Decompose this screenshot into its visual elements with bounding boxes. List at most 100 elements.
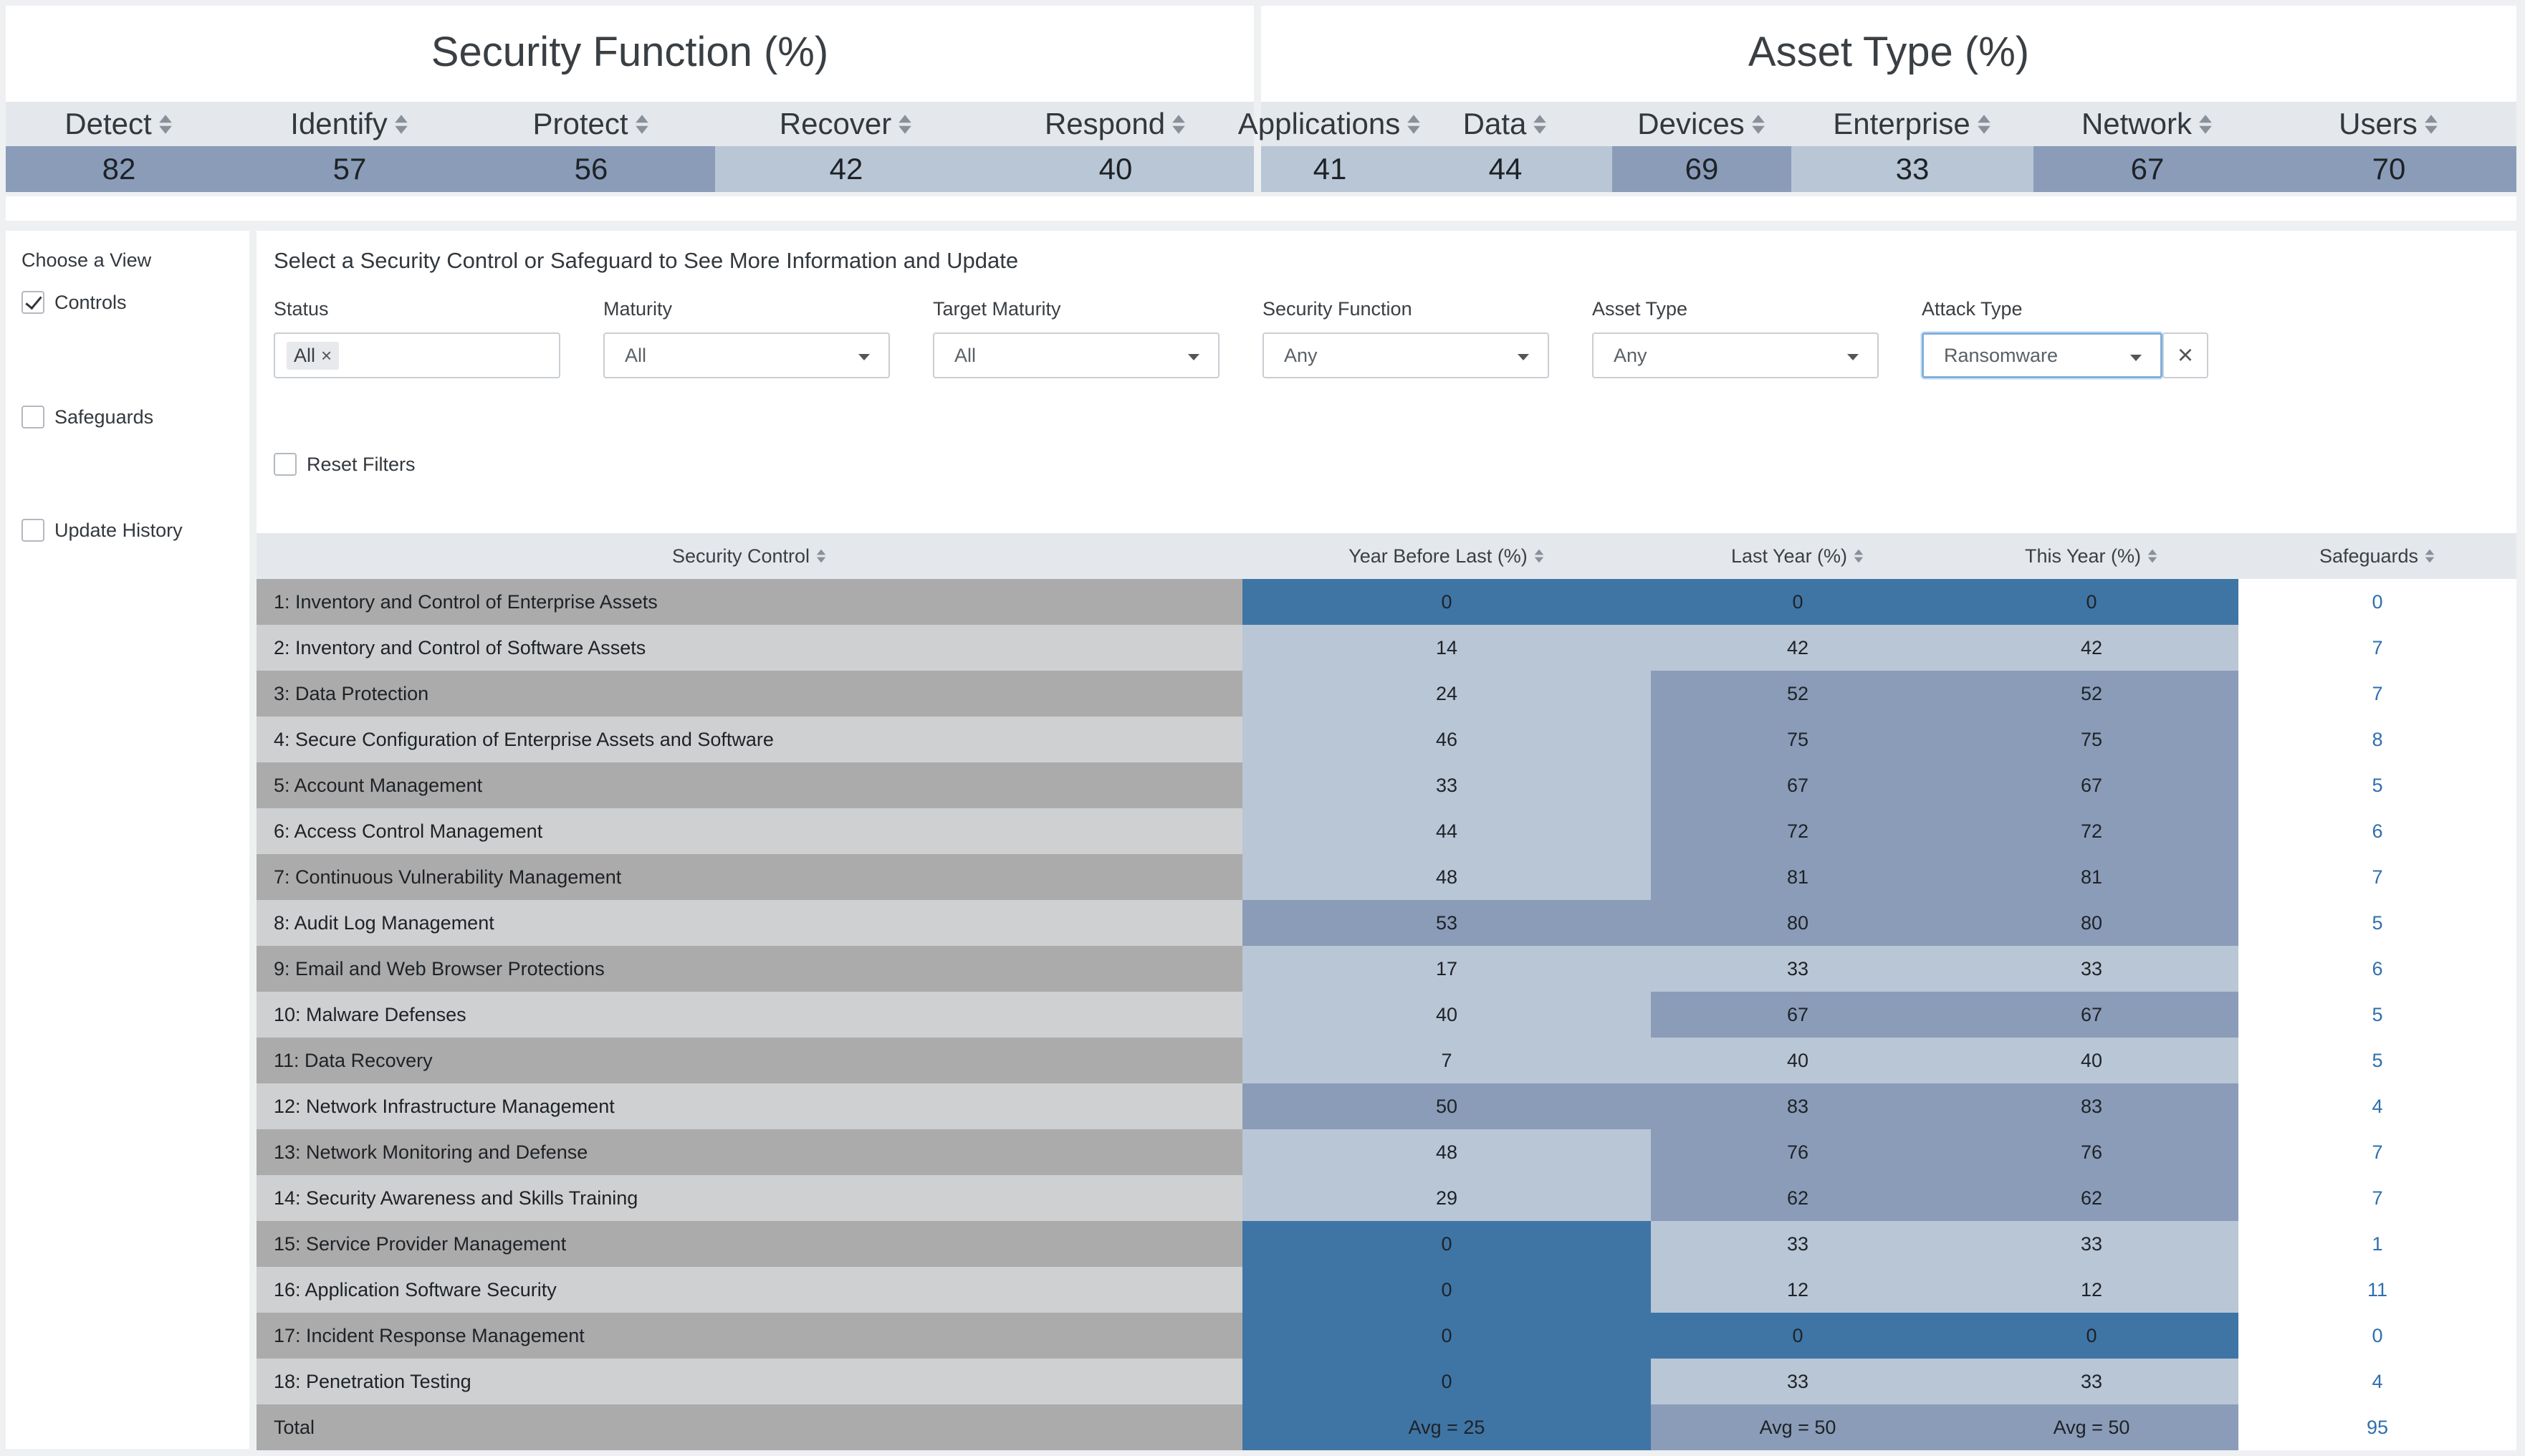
column-header-4[interactable]: Safeguards bbox=[2238, 533, 2516, 579]
sort-icon[interactable] bbox=[1171, 113, 1187, 135]
last-year-cell[interactable]: 75 bbox=[1651, 717, 1945, 762]
table-row[interactable]: 3: Data Protection 24 52 52 7 bbox=[257, 671, 2516, 717]
security-function-header-protect[interactable]: Protect bbox=[467, 102, 715, 146]
column-header-0[interactable]: Security Control bbox=[257, 533, 1242, 579]
asset-type-header-applications[interactable]: Applications bbox=[1238, 102, 1421, 146]
year-before-last-cell[interactable]: 44 bbox=[1242, 808, 1651, 854]
asset-type-header-enterprise[interactable]: Enterprise bbox=[1791, 102, 2033, 146]
this-year-cell[interactable]: 33 bbox=[1945, 1221, 2238, 1267]
last-year-cell[interactable]: 80 bbox=[1651, 900, 1945, 946]
asset-type-value-data[interactable]: 44 bbox=[1399, 146, 1612, 192]
table-row[interactable]: 14: Security Awareness and Skills Traini… bbox=[257, 1175, 2516, 1221]
table-row[interactable]: 9: Email and Web Browser Protections 17 33… bbox=[257, 946, 2516, 992]
last-year-cell[interactable]: 81 bbox=[1651, 854, 1945, 900]
control-name-cell[interactable]: 9: Email and Web Browser Protections bbox=[257, 946, 1242, 992]
sort-icon[interactable] bbox=[1406, 113, 1422, 135]
asset-type-value-enterprise[interactable]: 33 bbox=[1791, 146, 2033, 192]
sort-icon[interactable] bbox=[1853, 548, 1864, 564]
table-row[interactable]: 1: Inventory and Control of Enterprise A… bbox=[257, 579, 2516, 625]
last-year-cell[interactable]: 33 bbox=[1651, 946, 1945, 992]
control-name-cell[interactable]: 3: Data Protection bbox=[257, 671, 1242, 717]
chip-remove-icon[interactable]: × bbox=[321, 344, 332, 366]
control-name-cell[interactable]: 14: Security Awareness and Skills Traini… bbox=[257, 1175, 1242, 1221]
year-before-last-cell[interactable]: 46 bbox=[1242, 717, 1651, 762]
last-year-cell[interactable]: 12 bbox=[1651, 1267, 1945, 1313]
year-before-last-cell[interactable]: 7 bbox=[1242, 1038, 1651, 1083]
status-filter[interactable]: All × bbox=[274, 332, 560, 378]
this-year-cell[interactable]: 0 bbox=[1945, 579, 2238, 625]
security-function-header-detect[interactable]: Detect bbox=[6, 102, 232, 146]
table-row[interactable]: 10: Malware Defenses 40 67 67 5 bbox=[257, 992, 2516, 1038]
table-row[interactable]: 12: Network Infrastructure Management 50 8… bbox=[257, 1083, 2516, 1129]
control-name-cell[interactable]: 4: Secure Configuration of Enterprise As… bbox=[257, 717, 1242, 762]
safeguards-link[interactable]: 6 bbox=[2238, 808, 2516, 854]
view-option-controls[interactable]: Controls bbox=[21, 291, 127, 314]
control-name-cell[interactable]: 12: Network Infrastructure Management bbox=[257, 1083, 1242, 1129]
sort-icon[interactable] bbox=[2198, 113, 2213, 135]
table-row[interactable]: 4: Secure Configuration of Enterprise As… bbox=[257, 717, 2516, 762]
security-function-value-protect[interactable]: 56 bbox=[467, 146, 715, 192]
table-row[interactable]: 17: Incident Response Management 0 0 0 0 bbox=[257, 1313, 2516, 1359]
year-before-last-cell[interactable]: Avg = 25 bbox=[1242, 1404, 1651, 1450]
table-row[interactable]: 16: Application Software Security 0 12 12 11 bbox=[257, 1267, 2516, 1313]
this-year-cell[interactable]: 33 bbox=[1945, 946, 2238, 992]
view-option-safeguards[interactable]: Safeguards bbox=[21, 406, 153, 428]
last-year-cell[interactable]: 0 bbox=[1651, 579, 1945, 625]
column-header-3[interactable]: This Year (%) bbox=[1945, 533, 2238, 579]
safeguards-link[interactable]: 5 bbox=[2238, 762, 2516, 808]
sort-icon[interactable] bbox=[897, 113, 913, 135]
reset-filters[interactable]: Reset Filters bbox=[274, 453, 416, 476]
last-year-cell[interactable]: 72 bbox=[1651, 808, 1945, 854]
control-name-cell[interactable]: 5: Account Management bbox=[257, 762, 1242, 808]
asset-type-value-applications[interactable]: 41 bbox=[1261, 146, 1399, 192]
table-row[interactable]: 18: Penetration Testing 0 33 33 4 bbox=[257, 1359, 2516, 1404]
this-year-cell[interactable]: 42 bbox=[1945, 625, 2238, 671]
table-row[interactable]: 5: Account Management 33 67 67 5 bbox=[257, 762, 2516, 808]
sort-icon[interactable] bbox=[2147, 548, 2158, 564]
year-before-last-cell[interactable]: 50 bbox=[1242, 1083, 1651, 1129]
safeguards-link[interactable]: 7 bbox=[2238, 625, 2516, 671]
security-function-header-respond[interactable]: Respond bbox=[977, 102, 1254, 146]
safeguards-link[interactable]: 1 bbox=[2238, 1221, 2516, 1267]
target-maturity-select[interactable]: All bbox=[933, 332, 1220, 378]
table-row[interactable]: 15: Service Provider Management 0 33 33 1 bbox=[257, 1221, 2516, 1267]
this-year-cell[interactable]: 80 bbox=[1945, 900, 2238, 946]
security-function-value-recover[interactable]: 42 bbox=[715, 146, 977, 192]
sort-icon[interactable] bbox=[1533, 548, 1545, 564]
table-row[interactable]: 8: Audit Log Management 53 80 80 5 bbox=[257, 900, 2516, 946]
year-before-last-cell[interactable]: 0 bbox=[1242, 1313, 1651, 1359]
table-row[interactable]: 7: Continuous Vulnerability Management 48… bbox=[257, 854, 2516, 900]
last-year-cell[interactable]: 0 bbox=[1651, 1313, 1945, 1359]
year-before-last-cell[interactable]: 17 bbox=[1242, 946, 1651, 992]
safeguards-link[interactable]: 4 bbox=[2238, 1083, 2516, 1129]
column-header-2[interactable]: Last Year (%) bbox=[1651, 533, 1945, 579]
this-year-cell[interactable]: 40 bbox=[1945, 1038, 2238, 1083]
last-year-cell[interactable]: 67 bbox=[1651, 762, 1945, 808]
safeguards-link[interactable]: 6 bbox=[2238, 946, 2516, 992]
last-year-cell[interactable]: 40 bbox=[1651, 1038, 1945, 1083]
asset-type-value-devices[interactable]: 69 bbox=[1612, 146, 1791, 192]
last-year-cell[interactable]: 52 bbox=[1651, 671, 1945, 717]
asset-type-header-users[interactable]: Users bbox=[2261, 102, 2516, 146]
view-option-update-history[interactable]: Update History bbox=[21, 519, 183, 542]
year-before-last-cell[interactable]: 40 bbox=[1242, 992, 1651, 1038]
control-name-cell[interactable]: 2: Inventory and Control of Software Ass… bbox=[257, 625, 1242, 671]
sort-icon[interactable] bbox=[2424, 548, 2435, 564]
this-year-cell[interactable]: 0 bbox=[1945, 1313, 2238, 1359]
year-before-last-cell[interactable]: 53 bbox=[1242, 900, 1651, 946]
year-before-last-cell[interactable]: 33 bbox=[1242, 762, 1651, 808]
this-year-cell[interactable]: 67 bbox=[1945, 992, 2238, 1038]
safeguards-link[interactable]: 5 bbox=[2238, 992, 2516, 1038]
safeguards-checkbox[interactable] bbox=[21, 406, 44, 428]
control-name-cell[interactable]: 18: Penetration Testing bbox=[257, 1359, 1242, 1404]
last-year-cell[interactable]: 76 bbox=[1651, 1129, 1945, 1175]
safeguards-link[interactable]: 4 bbox=[2238, 1359, 2516, 1404]
last-year-cell[interactable]: 33 bbox=[1651, 1221, 1945, 1267]
this-year-cell[interactable]: 76 bbox=[1945, 1129, 2238, 1175]
last-year-cell[interactable]: Avg = 50 bbox=[1651, 1404, 1945, 1450]
security-function-value-detect[interactable]: 82 bbox=[6, 146, 232, 192]
reset-filters-checkbox[interactable] bbox=[274, 453, 297, 476]
control-name-cell[interactable]: 15: Service Provider Management bbox=[257, 1221, 1242, 1267]
safeguards-link[interactable]: 0 bbox=[2238, 1313, 2516, 1359]
this-year-cell[interactable]: 62 bbox=[1945, 1175, 2238, 1221]
